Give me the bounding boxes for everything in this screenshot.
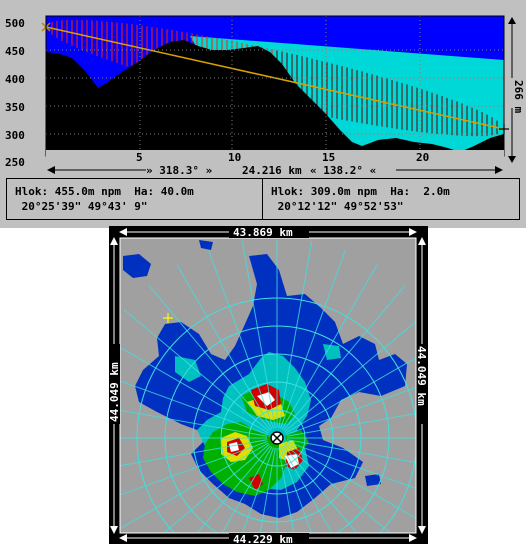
terrain-profile-chart: 500 450 400 350 300 250 5 10 15 20 266 m…	[5, 15, 525, 177]
y-tick-label: 250	[5, 156, 25, 169]
transmitter-icon[interactable]	[270, 431, 284, 445]
x-tick-label: 15	[322, 151, 335, 164]
x-axis-strip	[46, 150, 504, 162]
top-label-bg	[229, 226, 309, 238]
coverage-map[interactable]: 43.869 km 44.229 km 44.049 km 44.049 km	[109, 226, 428, 544]
left-label-bg	[109, 344, 120, 424]
height-label: 266 m	[512, 80, 525, 113]
point-b-height: Hlok: 309.0m npm Ha: 2.0m	[271, 185, 450, 198]
point-a-coords: 20°25'39" 49°43' 9"	[15, 200, 148, 213]
distance-value: 24.216 km	[242, 164, 302, 177]
point-b-coords: 20°12'12" 49°52'53"	[271, 200, 404, 213]
y-tick-label: 450	[5, 45, 25, 58]
azimuth-right: « 138.2° «	[310, 164, 376, 177]
endpoint-info-box: Hlok: 455.0m npm Ha: 40.0m 20°25'39" 49°…	[6, 178, 520, 220]
azimuth-left: » 318.3° »	[146, 164, 212, 177]
y-tick-label: 400	[5, 73, 25, 86]
target-marker-icon[interactable]	[163, 313, 173, 323]
coverage-area	[123, 240, 407, 518]
grid-lines	[46, 16, 504, 150]
y-tick-label: 500	[5, 17, 25, 30]
coverage-map-frame: 43.869 km 44.229 km 44.049 km 44.049 km	[109, 226, 428, 544]
info-divider	[262, 178, 263, 219]
right-label-bg	[417, 344, 428, 424]
radial-grid	[120, 238, 416, 533]
x-tick-label: 20	[416, 151, 429, 164]
y-tick-label: 300	[5, 129, 25, 142]
distance-ruler	[47, 163, 503, 177]
point-a-height: Hlok: 455.0m npm Ha: 40.0m	[15, 185, 194, 198]
map-height-right: 44.049 km	[415, 346, 428, 406]
height-indicator	[505, 17, 519, 163]
map-width-top: 43.869 km	[233, 226, 293, 239]
terrain-silhouette	[46, 40, 504, 156]
x-tick-label: 10	[228, 151, 241, 164]
map-height-left: 44.049 km	[109, 362, 121, 422]
map-width-bottom: 44.229 km	[233, 533, 293, 544]
y-tick-label: 350	[5, 101, 25, 114]
bottom-label-bg	[229, 533, 309, 544]
x-tick-label: 5	[136, 151, 143, 164]
terrain-profile-panel: 500 450 400 350 300 250 5 10 15 20 266 m…	[0, 0, 526, 228]
